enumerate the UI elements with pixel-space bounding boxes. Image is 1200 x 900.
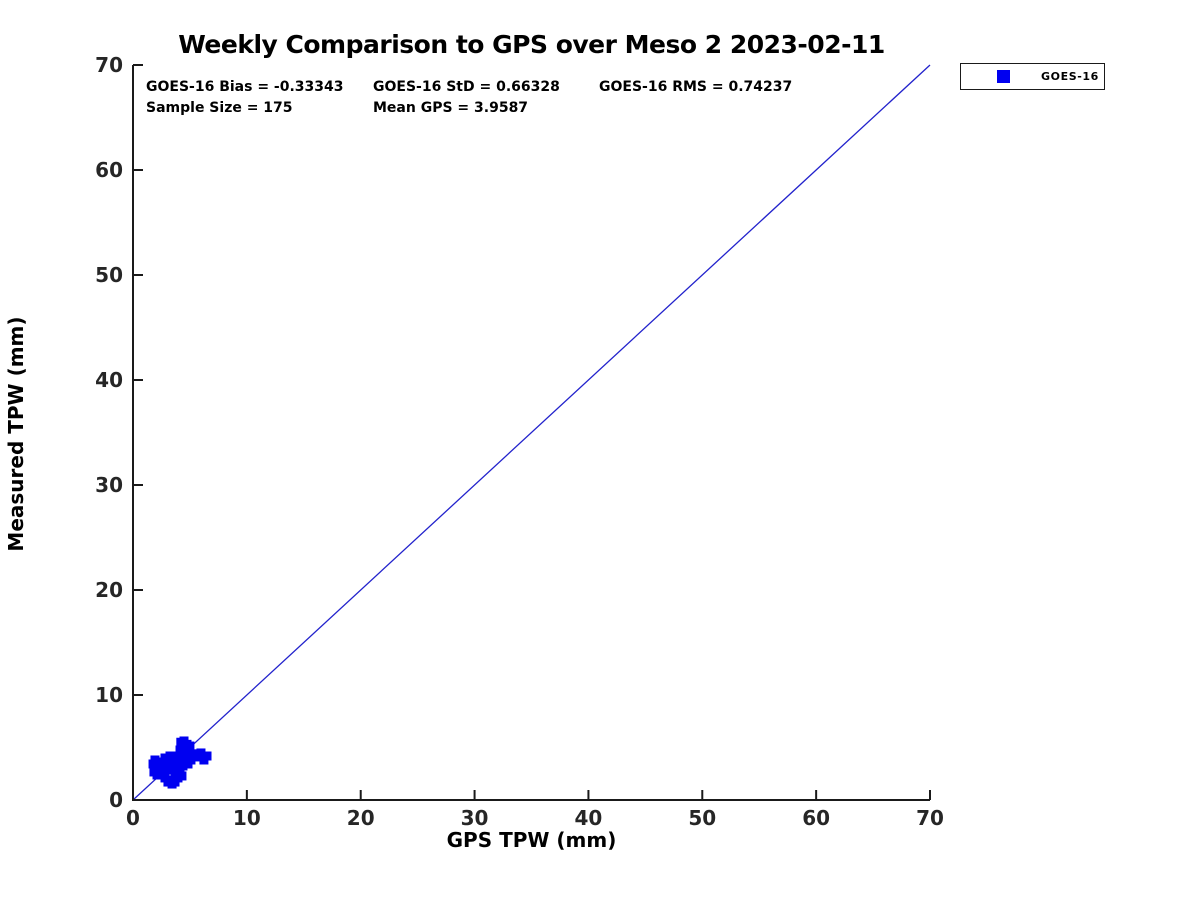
scatter-marker [175,745,185,755]
y-tick-label: 10 [95,683,123,707]
stat-std: GOES-16 StD = 0.66328 [373,79,560,95]
x-tick-label: 10 [232,806,261,830]
x-tick-label: 60 [802,806,831,830]
x-tick-label: 70 [916,806,944,830]
x-axis-label: GPS TPW (mm) [446,828,617,852]
stat-bias: GOES-16 Bias = -0.33343 [146,79,344,95]
y-tick-label: 30 [95,473,123,497]
scatter-marker [153,757,163,767]
y-tick-label: 0 [109,788,123,812]
scatter-marker [199,755,209,765]
stat-mean-gps: Mean GPS = 3.9587 [373,100,529,116]
scatter-marker [167,779,177,789]
scatter-marker [176,737,186,747]
scatter-marker [163,759,173,769]
scatter-marker [170,767,180,777]
scatter-marker [187,749,197,759]
scatter-marker [180,747,190,757]
scatter-marker [181,753,191,763]
x-tick-label: 20 [346,806,375,830]
y-tick-label: 60 [95,158,123,182]
identity-line [132,64,931,801]
y-tick-label: 40 [95,368,123,392]
scatter-marker [183,759,193,769]
x-tick-label: 0 [126,806,140,830]
legend-square-marker-icon [997,70,1010,83]
y-tick-label: 70 [95,53,123,77]
x-tick-label: 40 [574,806,603,830]
chart-title: Weekly Comparison to GPS over Meso 2 202… [178,30,885,59]
y-tick-label: 20 [95,578,123,602]
scatter-marker [165,765,175,775]
scatter-marker [160,753,170,763]
scatter-marker [176,755,186,765]
x-tick-label: 50 [688,806,717,830]
stat-rms: GOES-16 RMS = 0.74237 [599,79,793,95]
scatter-marker [152,770,162,780]
scatter-marker [178,761,188,771]
legend-label: GOES-16 [1041,70,1099,83]
x-tick-label: 30 [460,806,489,830]
legend-marker-fill [997,70,1010,83]
scatter-marker [160,767,170,777]
y-tick-label: 50 [95,263,123,287]
stat-sample-size: Sample Size = 175 [146,100,293,116]
legend-box: GOES-16 [960,63,1105,90]
y-axis-label: Measured TPW (mm) [4,316,28,552]
scatter-marker [177,771,187,781]
